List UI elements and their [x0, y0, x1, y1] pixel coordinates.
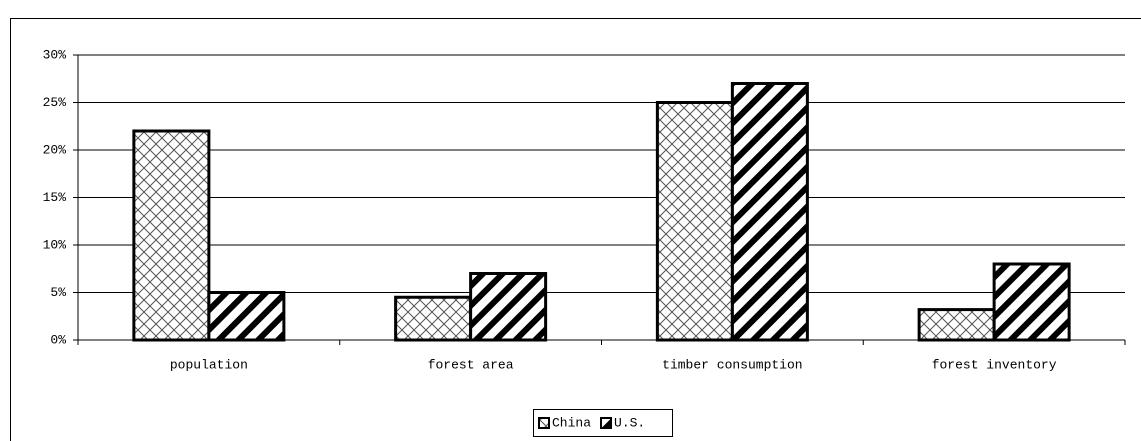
- bar: [730, 82, 809, 342]
- x-tick-label: forest inventory: [932, 357, 1057, 372]
- y-tick-label: 10%: [43, 237, 67, 252]
- chart-frame: [10, 18, 1141, 441]
- legend-label: U.S.: [614, 415, 645, 430]
- bar: [917, 308, 996, 342]
- bar: [394, 295, 473, 342]
- y-tick-label: 20%: [43, 142, 67, 157]
- y-tick-label: 0%: [50, 332, 66, 347]
- bar: [655, 101, 734, 342]
- bar: [207, 291, 286, 342]
- y-tick-label: 30%: [43, 47, 67, 62]
- bar: [132, 129, 211, 342]
- legend-label: China: [552, 415, 591, 430]
- y-tick-label: 5%: [50, 285, 66, 300]
- x-tick-label: population: [170, 357, 248, 372]
- legend-swatch: [538, 417, 550, 429]
- legend-swatch: [600, 417, 613, 429]
- bar: [992, 262, 1071, 342]
- bar: [469, 272, 548, 342]
- x-tick-label: forest area: [428, 357, 514, 372]
- y-tick-label: 15%: [43, 190, 67, 205]
- x-tick-label: timber consumption: [662, 357, 802, 372]
- y-tick-label: 25%: [43, 95, 67, 110]
